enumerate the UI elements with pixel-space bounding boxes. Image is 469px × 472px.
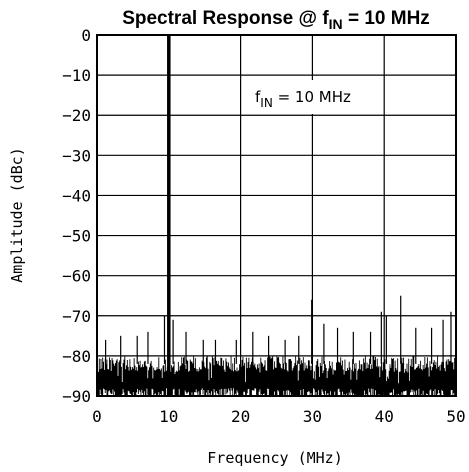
y-tick-label: −90: [62, 387, 91, 406]
y-tick-label: −60: [62, 267, 91, 286]
x-tick-label: 40: [375, 407, 394, 426]
y-tick-label: −10: [62, 66, 91, 85]
x-axis-label: Frequency (MHz): [207, 449, 342, 467]
x-tick-label: 20: [231, 407, 250, 426]
noise-floor: [98, 356, 456, 396]
y-tick-label: −80: [62, 347, 91, 366]
y-tick-label: −20: [62, 106, 91, 125]
annotation-group: fIN = 10 MHz: [245, 80, 370, 114]
x-tick-label: 10: [159, 407, 178, 426]
chart-title: Spectral Response @ fIN = 10 MHz: [122, 8, 430, 32]
x-tick-label: 50: [446, 407, 465, 426]
noise-trace: [98, 356, 456, 396]
x-tick-label: 0: [92, 407, 102, 426]
y-tick-label: −30: [62, 146, 91, 165]
x-tick-label: 30: [303, 407, 322, 426]
y-tick-label: −40: [62, 186, 91, 205]
y-axis-label: Amplitude (dBc): [8, 147, 26, 282]
y-tick-label: 0: [81, 26, 91, 45]
y-axis-ticks: 0 −10 −20 −30 −40 −50 −60 −70 −80 −90: [62, 26, 91, 406]
y-tick-label: −70: [62, 307, 91, 326]
x-axis-ticks: 0 10 20 30 40 50: [92, 407, 465, 426]
y-tick-label: −50: [62, 227, 91, 246]
spurs: [106, 296, 451, 364]
